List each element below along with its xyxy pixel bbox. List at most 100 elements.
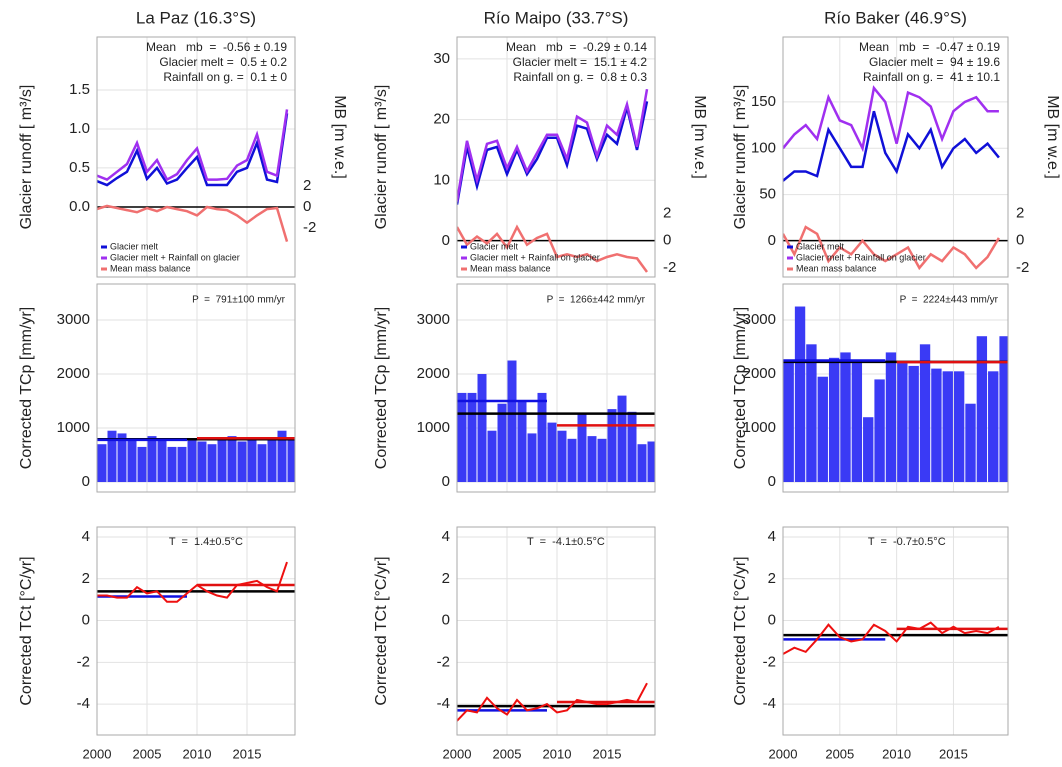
x-tick-label: 2010 [183, 746, 212, 761]
series-line [783, 621, 1000, 655]
annotation: Glacier melt = 15.1 ± 4.2 [513, 55, 648, 69]
annotation: Rainfall on g. = 41 ± 10.1 [863, 70, 1000, 84]
bar [187, 438, 197, 483]
y-axis-label: Glacier runoff [ m³/s] [18, 85, 35, 230]
plot-frame [782, 526, 1009, 736]
annotation: Mean mb = -0.56 ± 0.19 [146, 40, 287, 54]
y-axis-label: Corrected TCp [mm/yr] [373, 307, 390, 469]
y-tick-label: 1.0 [69, 120, 90, 137]
bar [863, 417, 874, 483]
bar [167, 446, 177, 483]
panel: -4 -2 0 2 4 2000 2005 2010 2015 Corrected TCt [°C… [18, 526, 296, 761]
annotation: Glacier melt = 0.5 ± 0.2 [159, 55, 287, 69]
series-line [457, 682, 648, 722]
bar [806, 344, 817, 483]
y2-axis-label: MB [m w.e.] [691, 95, 708, 179]
x-tick-label: 2000 [443, 746, 472, 761]
y2-tick-label: 2 [303, 177, 311, 194]
bar [567, 438, 577, 483]
y-tick-label: 1.5 [69, 81, 90, 98]
panel: 0 1000 2000 3000 Corrected TCp [mm/yr] P = 12… [373, 283, 656, 493]
y-axis-label: Glacier runoff [ m³/s] [373, 85, 390, 230]
series-line [97, 204, 289, 242]
bar [217, 438, 227, 483]
panel-title: Río Baker (46.9°S) [824, 8, 967, 27]
legend-label: Glacier melt [796, 241, 845, 251]
legend-label: Mean mass balance [470, 263, 551, 273]
y2-tick-label: 2 [1016, 204, 1024, 221]
y2-tick-label: -2 [303, 219, 316, 236]
bar [931, 368, 942, 483]
y-tick-label: -2 [77, 653, 90, 670]
bar [851, 360, 863, 483]
bar [257, 444, 267, 483]
bar [999, 336, 1008, 483]
annotation: P = 2224±443 mm/yr [900, 295, 999, 306]
plot-frame [456, 526, 656, 736]
y-tick-label: -4 [437, 695, 450, 712]
plot-frame [96, 283, 296, 493]
y2-axis-label: MB [m w.e.] [331, 95, 348, 179]
y-tick-label: 4 [442, 528, 450, 545]
plot-area [97, 109, 295, 242]
bar [627, 411, 637, 483]
y-tick-label: 2000 [417, 365, 450, 382]
annotation: P = 1266±442 mm/yr [547, 295, 646, 306]
y-tick-label: 0 [82, 473, 90, 490]
annotation: Rainfall on g. = 0.1 ± 0 [163, 70, 287, 84]
panel: 0 50 100 150 -2 0 2 Glacier runoff [ m³/s] MB [m… [732, 8, 1061, 278]
plot-frame [782, 36, 1009, 278]
x-tick-label: 2005 [493, 746, 522, 761]
y2-tick-label: -2 [1016, 259, 1029, 276]
y-tick-label: 50 [759, 186, 776, 203]
plot-area [457, 88, 655, 273]
y-tick-label: 3000 [743, 311, 776, 328]
legend-label: Glacier melt [110, 241, 159, 251]
y2-tick-label: 2 [663, 204, 671, 221]
y-axis-label: Corrected TCt [°C/yr] [732, 556, 749, 705]
y-tick-label: -4 [763, 695, 776, 712]
bar [137, 446, 147, 483]
y-tick-label: 20 [433, 111, 450, 128]
bar [988, 371, 999, 483]
bar [840, 352, 851, 483]
series-line [457, 224, 649, 273]
bar [783, 360, 794, 483]
y-tick-label: 30 [433, 50, 450, 67]
y-tick-label: 100 [751, 139, 776, 156]
y-tick-label: 0 [768, 232, 776, 249]
y-tick-label: -2 [437, 653, 450, 670]
y-tick-label: 1000 [417, 419, 450, 436]
plot-frame [96, 36, 296, 278]
panel-title: Río Maipo (33.7°S) [484, 8, 629, 27]
plot-frame [456, 36, 656, 278]
plot-background [97, 527, 295, 735]
x-tick-label: 2015 [593, 746, 622, 761]
bar [874, 379, 885, 483]
plot-area [783, 85, 1008, 271]
y-tick-label: 2 [82, 570, 90, 587]
x-tick-label: 2010 [543, 746, 572, 761]
plot-area [97, 430, 295, 483]
legend-label: Glacier melt + Rainfall on glacier [470, 252, 600, 262]
plot-background [457, 37, 655, 277]
bar [97, 444, 107, 483]
y-tick-label: 2 [768, 570, 776, 587]
bar [897, 363, 908, 483]
bar [117, 433, 127, 483]
bar [547, 422, 557, 483]
y-tick-label: 1000 [743, 419, 776, 436]
y-tick-label: 150 [751, 93, 776, 110]
y-tick-label: 0 [82, 612, 90, 629]
y2-axis-label: MB [m w.e.] [1044, 95, 1061, 179]
legend-label: Glacier melt [470, 241, 519, 251]
annotation: Glacier melt = 94 ± 19.6 [869, 55, 1000, 69]
series-line [783, 110, 1000, 182]
legend-label: Glacier melt + Rainfall on glacier [110, 252, 240, 262]
bar [177, 446, 187, 483]
bar [597, 438, 607, 483]
x-tick-label: 2005 [133, 746, 162, 761]
panel-title: La Paz (16.3°S) [136, 8, 256, 27]
y-tick-label: 0 [442, 232, 450, 249]
y-tick-label: 4 [82, 528, 90, 545]
